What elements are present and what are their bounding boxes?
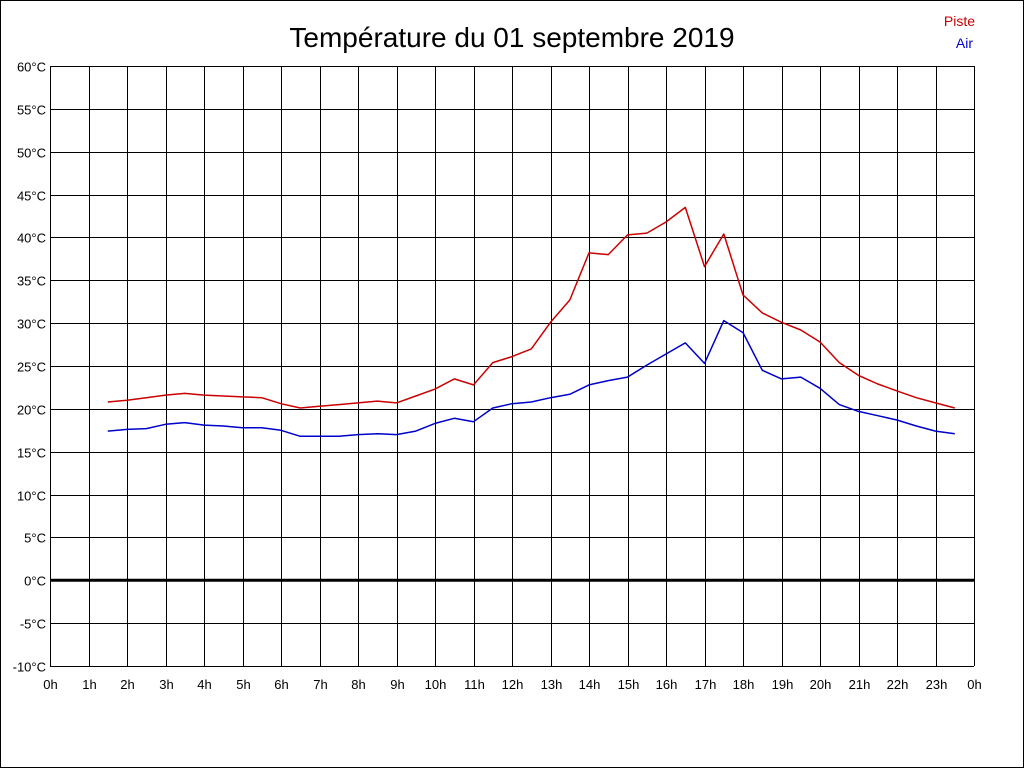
y-tick-label: 50°C	[17, 146, 46, 161]
series-line-piste	[107, 206, 955, 409]
x-tick-label: 20h	[810, 677, 832, 692]
x-tick-label: 15h	[618, 677, 640, 692]
grid	[50, 66, 975, 667]
x-tick-label: 8h	[351, 677, 365, 692]
x-tick-label: 22h	[887, 677, 909, 692]
y-tick-label: 45°C	[17, 189, 46, 204]
x-tick-label: 5h	[236, 677, 250, 692]
x-tick-label: 16h	[656, 677, 678, 692]
legend-air: Air	[956, 35, 973, 51]
series-lines	[107, 206, 955, 438]
y-tick-label: 55°C	[17, 103, 46, 118]
x-tick-label: 21h	[849, 677, 871, 692]
y-tick-label: -5°C	[20, 617, 46, 632]
y-tick-label: 25°C	[17, 360, 46, 375]
y-tick-label: 35°C	[17, 274, 46, 289]
x-tick-label: 9h	[390, 677, 404, 692]
chart-title: Température du 01 septembre 2019	[289, 22, 734, 53]
y-tick-label: 30°C	[17, 317, 46, 332]
x-tick-label: 2h	[120, 677, 134, 692]
x-tick-label: 13h	[541, 677, 563, 692]
x-tick-label: 6h	[274, 677, 288, 692]
y-tick-label: 20°C	[17, 403, 46, 418]
x-tick-label: 19h	[772, 677, 794, 692]
x-tick-label: 23h	[926, 677, 948, 692]
y-tick-label: 10°C	[17, 489, 46, 504]
x-tick-label: 14h	[579, 677, 601, 692]
y-tick-label: 0°C	[24, 574, 46, 589]
axis-labels: 0h 1h 2h 3h 4h 5h 6h 7h 8h 9h 10h 11h 12h 13h 14h 15h 16…	[13, 60, 982, 693]
y-tick-label: 60°C	[17, 60, 46, 75]
y-tick-label: 15°C	[17, 446, 46, 461]
x-tick-label: 10h	[425, 677, 447, 692]
x-tick-label: 12h	[502, 677, 524, 692]
legend-piste: Piste	[944, 13, 975, 29]
series-line-air	[107, 319, 955, 438]
x-tick-label: 18h	[733, 677, 755, 692]
x-tick-label: 1h	[82, 677, 96, 692]
x-tick-label: 17h	[695, 677, 717, 692]
x-tick-label: 4h	[197, 677, 211, 692]
x-tick-label: 0h	[967, 677, 981, 692]
y-tick-label: 40°C	[17, 231, 46, 246]
y-tick-label: -10°C	[13, 660, 46, 675]
x-tick-label: 7h	[313, 677, 327, 692]
x-tick-label: 0h	[43, 677, 57, 692]
y-tick-label: 5°C	[24, 531, 46, 546]
x-tick-label: 3h	[159, 677, 173, 692]
x-tick-label: 11h	[464, 677, 485, 692]
